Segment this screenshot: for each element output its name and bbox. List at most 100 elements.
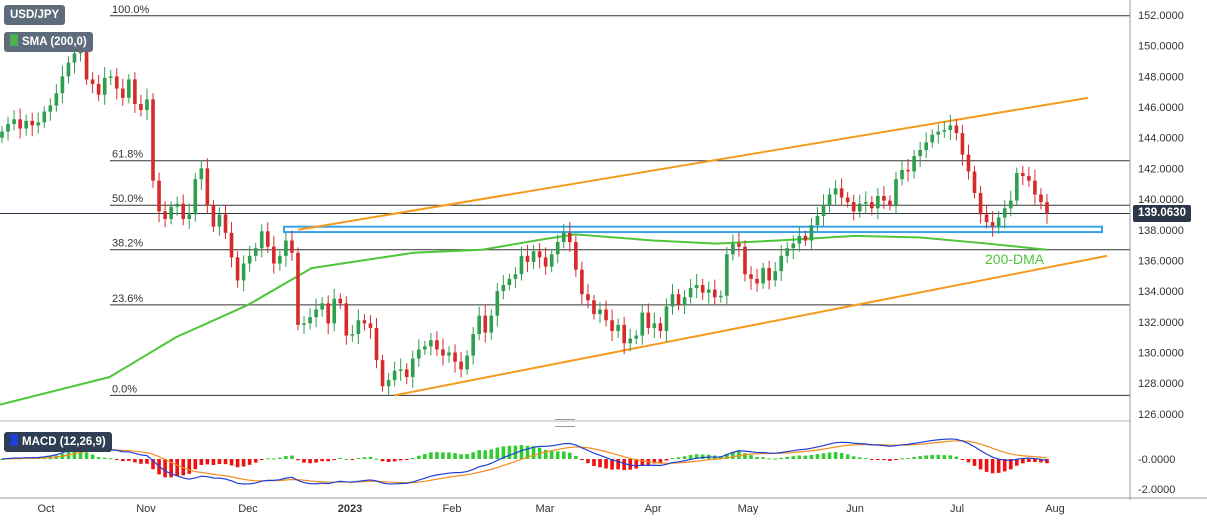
macd-text: MACD (12,26,9) xyxy=(22,436,106,448)
candle-body xyxy=(821,205,826,216)
candle-body xyxy=(368,323,373,328)
candle-body xyxy=(731,243,735,255)
y-tick-label: 134.0000 xyxy=(1138,286,1184,298)
sma-indicator-label[interactable]: SMA (200,0) xyxy=(4,32,93,52)
macd-histogram-bar xyxy=(308,459,312,464)
candle-body xyxy=(646,312,651,328)
macd-histogram-bar xyxy=(954,456,959,459)
y-tick-label: 130.0000 xyxy=(1138,347,1184,359)
candle-body xyxy=(1008,200,1013,209)
candle-body xyxy=(634,335,639,339)
candle-body xyxy=(948,125,953,131)
candle-body xyxy=(404,369,409,378)
macd-histogram-bar xyxy=(229,459,234,466)
candle-body xyxy=(851,202,856,212)
macd-histogram-bar xyxy=(265,458,270,460)
candle-body xyxy=(54,93,59,106)
macd-histogram-bar xyxy=(851,456,856,459)
candle-body xyxy=(296,252,300,325)
candle-body xyxy=(302,323,306,325)
macd-histogram-bar xyxy=(761,457,765,459)
candle-body xyxy=(410,358,415,378)
macd-histogram-bar xyxy=(513,445,518,459)
macd-histogram-bar xyxy=(531,446,536,459)
candle-body xyxy=(362,320,367,324)
candle-body xyxy=(259,231,264,249)
candle-body xyxy=(549,254,554,267)
candle-body xyxy=(344,303,349,336)
macd-histogram-bar xyxy=(90,454,95,459)
candle-body xyxy=(827,194,832,206)
candle-body xyxy=(205,168,210,206)
candle-body xyxy=(350,334,355,336)
macd-histogram-bar xyxy=(435,452,439,459)
candle-body xyxy=(652,323,657,328)
candle-body xyxy=(863,202,868,204)
macd-histogram-bar xyxy=(1002,459,1007,472)
macd-histogram-bar xyxy=(743,453,747,459)
macd-histogram-bar xyxy=(386,459,391,463)
candle-body xyxy=(380,360,385,387)
candle-body xyxy=(870,202,874,209)
candle-body xyxy=(598,309,602,315)
candle-body xyxy=(682,297,687,305)
macd-histogram-bar xyxy=(302,459,306,463)
candle-body xyxy=(1033,180,1037,195)
candle-body xyxy=(972,171,977,193)
candle-body xyxy=(537,251,542,258)
candle-body xyxy=(332,298,337,324)
candle-body xyxy=(543,257,548,267)
candle-body xyxy=(386,380,391,387)
candle-body xyxy=(755,278,759,284)
macd-histogram-bar xyxy=(368,456,373,459)
candle-body xyxy=(284,240,288,256)
candle-body xyxy=(247,255,252,264)
macd-histogram-bar xyxy=(145,459,149,464)
macd-indicator-label[interactable]: MACD (12,26,9) xyxy=(4,432,112,452)
candle-body xyxy=(1039,194,1043,203)
candle-body xyxy=(749,274,753,279)
candle-body xyxy=(773,271,777,281)
candle-body xyxy=(694,284,699,289)
macd-histogram-bar xyxy=(120,459,125,462)
macd-histogram-bar xyxy=(163,459,167,478)
macd-histogram-bar xyxy=(398,459,403,461)
macd-histogram-bar xyxy=(362,457,367,459)
candle-body xyxy=(719,295,723,298)
candle-body xyxy=(725,254,729,296)
macd-histogram-bar xyxy=(888,459,892,461)
candle-body xyxy=(265,231,270,247)
candle-body xyxy=(223,214,228,233)
y-tick-label: 148.0000 xyxy=(1138,71,1184,83)
macd-histogram-bar xyxy=(894,459,898,460)
y-tick-label: 142.0000 xyxy=(1138,163,1184,175)
candle-body xyxy=(338,298,343,304)
candle-body xyxy=(592,300,596,315)
candle-body xyxy=(290,240,294,253)
candle-body xyxy=(374,327,379,361)
macd-histogram-bar xyxy=(972,459,977,466)
macd-histogram-bar xyxy=(567,452,572,459)
macd-histogram-bar xyxy=(380,459,385,462)
macd-histogram-bar xyxy=(821,453,826,459)
pane-resize-handle[interactable] xyxy=(555,419,575,427)
symbol-label[interactable]: USD/JPY xyxy=(4,5,66,25)
candle-body xyxy=(24,120,28,129)
candle-body xyxy=(477,315,482,335)
y-tick-label: 152.0000 xyxy=(1138,10,1184,22)
candle-body xyxy=(888,200,892,206)
candle-body xyxy=(1021,173,1025,177)
candle-body xyxy=(72,53,77,63)
y-tick-label: 138.0000 xyxy=(1138,225,1184,237)
candle-body xyxy=(1002,208,1007,218)
candle-body xyxy=(761,268,765,284)
macd-histogram-bar xyxy=(924,455,929,459)
candle-body xyxy=(604,309,608,321)
candle-body xyxy=(217,214,222,227)
macd-histogram-bar xyxy=(555,451,560,459)
macd-histogram-bar xyxy=(374,458,379,460)
candle-body xyxy=(767,268,771,281)
candle-body xyxy=(918,149,922,157)
macd-histogram-bar xyxy=(948,455,953,459)
